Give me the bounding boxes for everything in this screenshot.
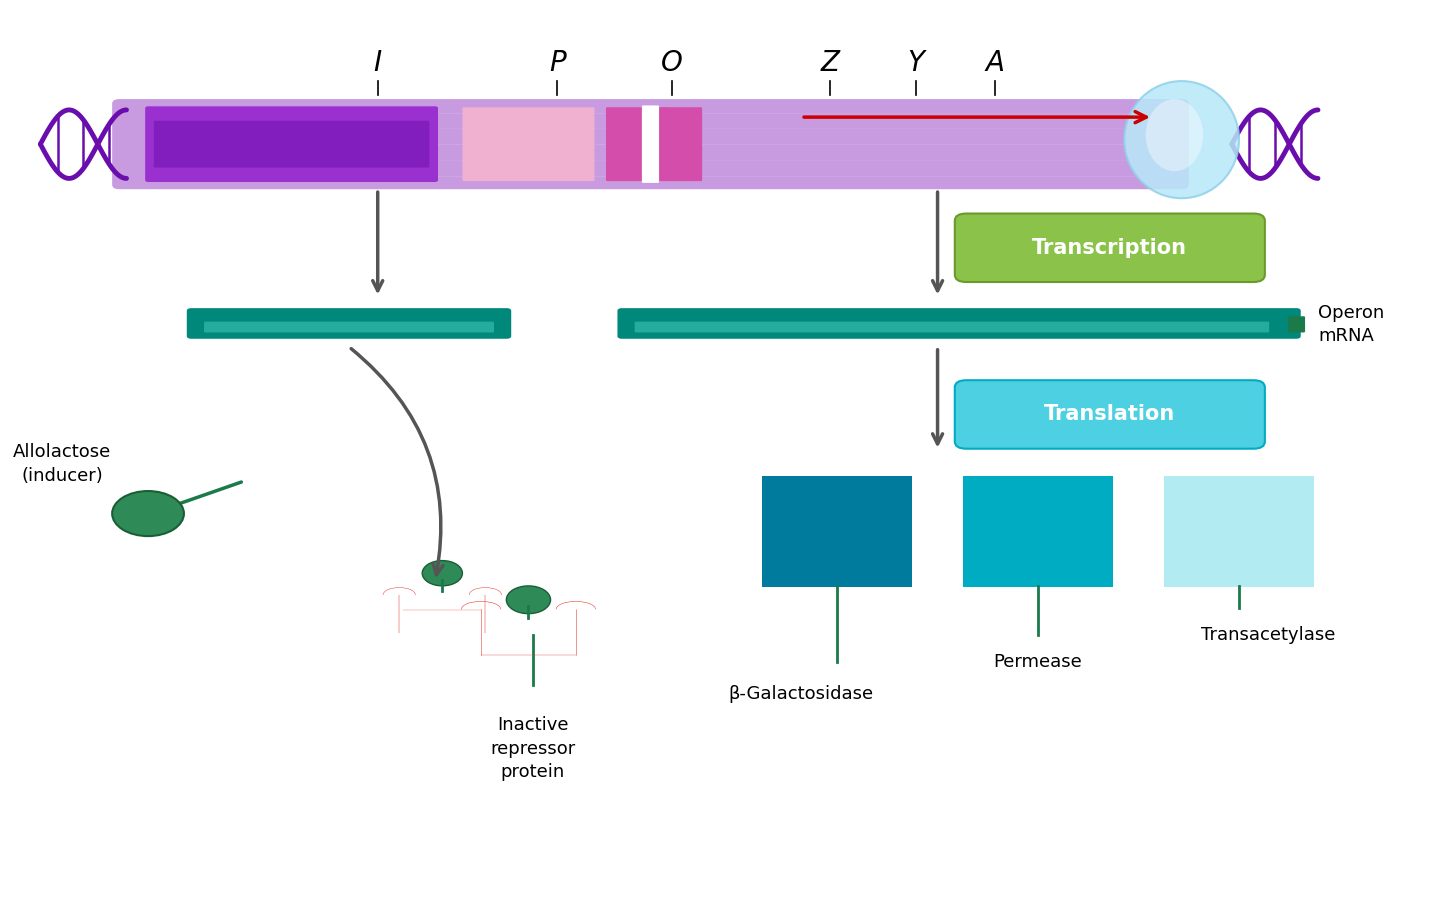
FancyBboxPatch shape bbox=[1165, 476, 1313, 587]
Text: Z: Z bbox=[821, 49, 840, 77]
FancyBboxPatch shape bbox=[762, 476, 912, 587]
FancyBboxPatch shape bbox=[963, 476, 1113, 587]
FancyBboxPatch shape bbox=[635, 322, 1269, 332]
Text: Transcription: Transcription bbox=[1032, 238, 1188, 258]
FancyBboxPatch shape bbox=[189, 318, 510, 331]
FancyBboxPatch shape bbox=[204, 322, 494, 332]
FancyBboxPatch shape bbox=[187, 308, 511, 339]
Text: P: P bbox=[549, 49, 566, 77]
Text: Operon
mRNA: Operon mRNA bbox=[1318, 304, 1384, 345]
FancyBboxPatch shape bbox=[189, 315, 510, 328]
FancyBboxPatch shape bbox=[955, 214, 1264, 282]
FancyBboxPatch shape bbox=[606, 107, 667, 181]
Text: Allolactose
(inducer): Allolactose (inducer) bbox=[13, 443, 111, 485]
Text: Inactive
repressor
protein: Inactive repressor protein bbox=[490, 716, 576, 781]
Text: Transacetylase: Transacetylase bbox=[1201, 626, 1335, 644]
Text: Permease: Permease bbox=[994, 653, 1083, 671]
Ellipse shape bbox=[1125, 81, 1238, 198]
FancyBboxPatch shape bbox=[145, 106, 438, 182]
Circle shape bbox=[112, 491, 184, 536]
Ellipse shape bbox=[1146, 99, 1204, 171]
FancyBboxPatch shape bbox=[642, 105, 660, 183]
Circle shape bbox=[422, 560, 462, 586]
Text: Translation: Translation bbox=[1044, 405, 1175, 424]
Circle shape bbox=[507, 586, 550, 614]
FancyBboxPatch shape bbox=[618, 308, 1300, 339]
Text: Y: Y bbox=[907, 49, 924, 77]
FancyBboxPatch shape bbox=[664, 107, 703, 181]
FancyBboxPatch shape bbox=[955, 380, 1264, 449]
FancyBboxPatch shape bbox=[462, 107, 595, 181]
Text: O: O bbox=[661, 49, 683, 77]
Text: β-Galactosidase: β-Galactosidase bbox=[729, 685, 874, 703]
FancyBboxPatch shape bbox=[112, 99, 1189, 189]
FancyBboxPatch shape bbox=[154, 121, 429, 168]
FancyBboxPatch shape bbox=[1287, 316, 1305, 332]
FancyBboxPatch shape bbox=[189, 321, 510, 333]
Text: A: A bbox=[985, 49, 1005, 77]
Text: I: I bbox=[373, 49, 382, 77]
